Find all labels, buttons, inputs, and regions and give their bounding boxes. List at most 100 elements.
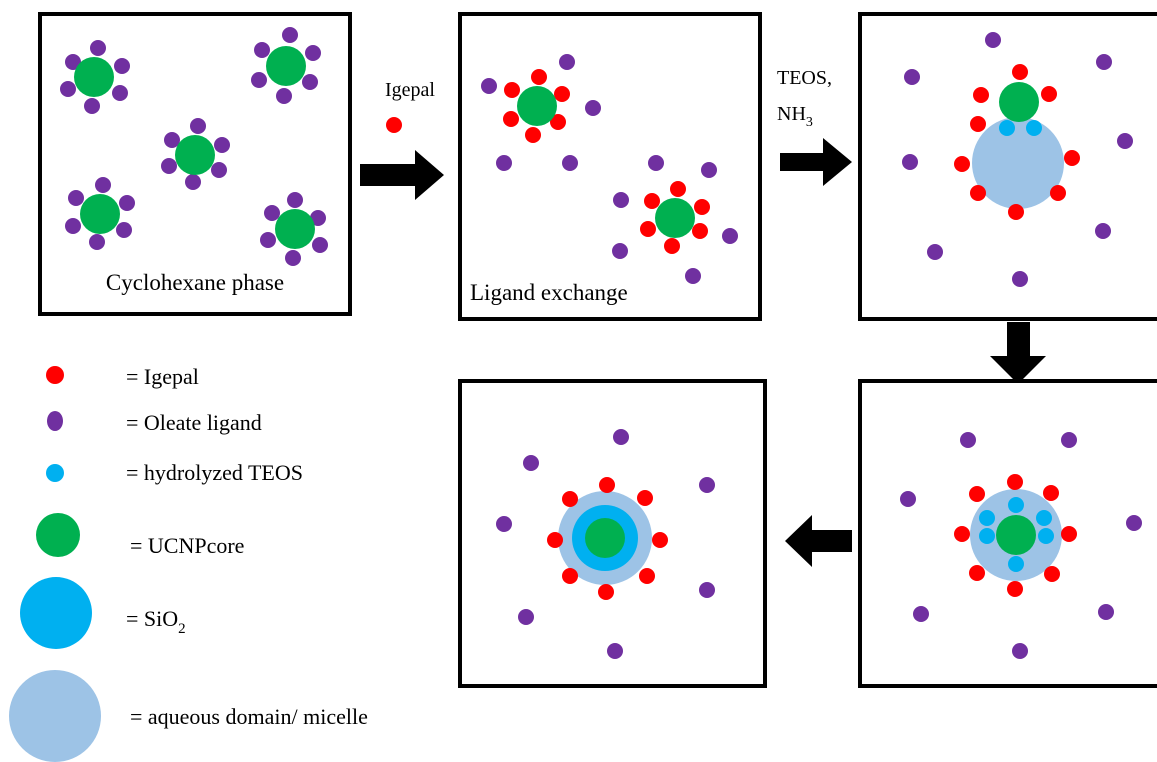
oleate-ligand-dot [523, 455, 539, 471]
oleate-ligand-dot [260, 232, 276, 248]
igepal-dot [970, 116, 986, 132]
igepal-dot [562, 568, 578, 584]
oleate-ligand-dot [913, 606, 929, 622]
ucnp-core [996, 515, 1036, 555]
oleate-ligand-dot [699, 477, 715, 493]
igepal-shell [547, 477, 668, 600]
oleate-ligand-dot [119, 195, 135, 211]
oleate-ligand-dot [612, 243, 628, 259]
igepal-dot [1043, 485, 1059, 501]
igepal-dot [547, 532, 563, 548]
oleate-ligand-dot [116, 222, 132, 238]
oleate-ligand-dot [1096, 54, 1112, 70]
ucnp-circle [80, 194, 120, 234]
igepal-dot [639, 568, 655, 584]
free-oleate-ligands [496, 429, 715, 659]
oleate-ligand-dot [927, 244, 943, 260]
oleate-ligand-dot [1061, 432, 1077, 448]
free-oleate-ligands [481, 54, 738, 284]
ucnp-oleate-cluster [260, 192, 328, 266]
igepal-dot [1012, 64, 1028, 80]
oleate-ligand-dot [1012, 271, 1028, 287]
igepal-dot [652, 532, 668, 548]
oleate-ligand-dot [1012, 643, 1028, 659]
hydrolyzed-teos-dot [979, 528, 995, 544]
oleate-ligand-dot [481, 78, 497, 94]
hydrolyzed-teos-dots [999, 120, 1042, 136]
legend-igepal-text: = Igepal [126, 364, 199, 389]
oleate-ligand-dot [312, 237, 328, 253]
oleate-ligand-dot [648, 155, 664, 171]
igepal-dot [969, 486, 985, 502]
igepal-dot [637, 490, 653, 506]
oleate-ligand-dot [65, 54, 81, 70]
oleate-ligand-dot [190, 118, 206, 134]
panel-silica-growth [858, 379, 1157, 688]
hydrolyzed-teos-dot [1008, 497, 1024, 513]
igepal-dot [1007, 474, 1023, 490]
micelle [972, 117, 1064, 209]
oleate-ligand-dot [1098, 604, 1114, 620]
igepal-shell [954, 64, 1080, 220]
igepal-dot [562, 491, 578, 507]
oleate-ligand-dot [114, 58, 130, 74]
legend-ucnp-swatch [36, 513, 80, 557]
oleate-ligand-dot [1095, 223, 1111, 239]
igepal-dot [954, 156, 970, 172]
oleate-ligand-dot [90, 40, 106, 56]
oleate-ligand-dot [287, 192, 303, 208]
legend-oleate-swatch [47, 411, 63, 431]
oleate-ligand-dot [900, 491, 916, 507]
legend-item-teos: = hydrolyzed TEOS [46, 460, 303, 485]
oleate-ligand-dot [112, 85, 128, 101]
igepal-dot [550, 114, 566, 130]
igepal-dot [1064, 150, 1080, 166]
hydrolyzed-teos-dot [1038, 528, 1054, 544]
right-arrow-icon [360, 150, 444, 200]
right-arrow-icon [780, 138, 852, 186]
igepal-dot [970, 185, 986, 201]
legend-item-igepal: = Igepal [46, 364, 199, 389]
igepal-dot [1061, 526, 1077, 542]
ucnp-core [585, 518, 625, 558]
oleate-ligand-dot [559, 54, 575, 70]
igepal-dot [599, 477, 615, 493]
igepal-dot [664, 238, 680, 254]
hydrolyzed-teos-dot [999, 120, 1015, 136]
legend-sio2-text: = SiO2 [126, 606, 186, 637]
oleate-ligand-dot [902, 154, 918, 170]
oleate-ligand-dot [305, 45, 321, 61]
oleate-ligand-dot [585, 100, 601, 116]
igepal-dot [1044, 566, 1060, 582]
igepal-dot [525, 127, 541, 143]
legend-teos-swatch [46, 464, 64, 482]
hydrolyzed-teos-dots [979, 497, 1054, 572]
panel-final-core-shell [458, 379, 767, 688]
oleate-ligand-dot [65, 218, 81, 234]
oleate-ligand-dot [161, 158, 177, 174]
oleate-ligand-dot [282, 27, 298, 43]
igepal-dot [640, 221, 656, 237]
igepal-dot [504, 82, 520, 98]
oleate-ligand-dot [722, 228, 738, 244]
oleate-ligand-dot [254, 42, 270, 58]
oleate-ligand-dot [613, 429, 629, 445]
ucnp-circle [175, 135, 215, 175]
arrow-igepal: Igepal [360, 79, 444, 200]
igepal-dot [1008, 204, 1024, 220]
igepal-dot [554, 86, 570, 102]
oleate-ligand-dot [701, 162, 717, 178]
oleate-ligand-dot [699, 582, 715, 598]
igepal-dot [969, 565, 985, 581]
panel-2-label: Ligand exchange [470, 280, 628, 305]
arrow-2-label-line-1: TEOS, [777, 67, 832, 89]
igepal-dot [503, 111, 519, 127]
legend-item-micelle: = aqueous domain/ micelle [9, 670, 368, 762]
igepal-dot [692, 223, 708, 239]
igepal-dot [1041, 86, 1057, 102]
oleate-ligand-dot [302, 74, 318, 90]
igepal-dot [670, 181, 686, 197]
ucnp-circle [517, 86, 557, 126]
ucnp-oleate-cluster [161, 118, 230, 190]
